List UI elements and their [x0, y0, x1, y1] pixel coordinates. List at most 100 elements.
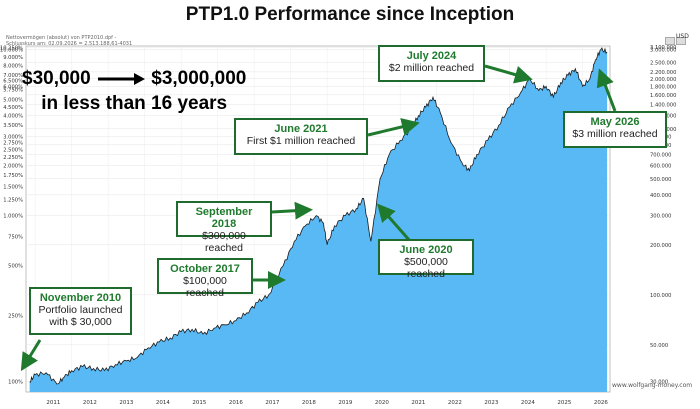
x-tick-label: 2020	[375, 400, 389, 406]
left-tick-label: 1.000%	[3, 214, 23, 220]
left-tick-label: 1.500%	[3, 184, 23, 190]
right-tick-label: 100.000	[650, 293, 671, 299]
left-tick-label: 3.000%	[3, 134, 23, 140]
callout-date: June 2020	[399, 244, 453, 256]
left-tick-label: 4.000%	[3, 114, 23, 120]
left-tick-label: 7.000%	[3, 73, 23, 79]
chart-header-line1: Nettovermögen (absolut) von PTP2010.dpf …	[6, 35, 117, 41]
callout-desc: $100,000 reached	[183, 275, 227, 299]
left-tick-label: 250%	[8, 314, 23, 320]
right-tick-label: 50.000	[650, 343, 668, 349]
headline-to: $3,000,000	[151, 68, 247, 89]
left-tick-label: 10.250%	[0, 46, 23, 52]
right-tick-label: 3.000.000	[650, 48, 676, 54]
right-tick-label: 2.000.000	[650, 77, 676, 83]
x-tick-label: 2025	[557, 400, 571, 406]
callout-desc: $300,000 reached	[202, 230, 246, 254]
callout-arrow	[367, 118, 420, 137]
callout-date: May 2026	[590, 116, 640, 128]
watermark: www.wolfgang-money.com	[612, 382, 692, 389]
callout-desc: Portfolio launched	[38, 304, 123, 316]
arrow-right-icon	[96, 68, 151, 89]
right-tick-label: 2.200.000	[650, 70, 676, 76]
chart-header-line2: Schlusskurs am: 02.09.2026 = 2.513.188,6…	[6, 41, 133, 47]
chart-area	[29, 47, 608, 392]
callout-desc: $3 million reached	[572, 128, 658, 140]
series-line	[29, 47, 608, 385]
callout-date: November 2010	[39, 292, 122, 304]
callout-arrow	[377, 203, 412, 242]
callout-november-2010: November 2010 Portfolio launched with $ …	[29, 287, 132, 335]
callout-may-2026: May 2026 $3 million reached	[563, 111, 667, 148]
right-tick-label: 1.800.000	[650, 84, 676, 90]
callout-arrow	[271, 201, 313, 220]
callout-desc: $2 million reached	[388, 62, 475, 74]
left-tick-label: 750%	[8, 234, 23, 240]
headline-subtitle: in less than 16 years	[41, 93, 228, 114]
left-tick-label: 2.750%	[3, 141, 23, 147]
left-tick-label: 5.750%	[3, 87, 23, 93]
left-tick-label: 4.500%	[3, 105, 23, 111]
right-tick-label: 400.000	[650, 193, 671, 199]
right-tick-label: 3.100.000	[650, 45, 676, 51]
x-tick-label: 2018	[302, 400, 316, 406]
x-tick-label: 2014	[156, 400, 170, 406]
left-tick-label: 6.000%	[3, 84, 23, 90]
left-tick-label: 500%	[8, 264, 23, 270]
left-tick-label: 6.500%	[3, 79, 23, 85]
left-tick-label: 10.000%	[0, 48, 23, 54]
x-tick-label: 2023	[484, 400, 498, 406]
right-axis-label: USD	[676, 33, 689, 40]
window-icon[interactable]	[676, 37, 686, 45]
callout-october-2017: October 2017 $100,000 reached	[157, 258, 253, 299]
right-tick-label: 2.500.000	[650, 61, 676, 67]
callout-arrow	[596, 68, 617, 112]
left-tick-label: 5.000%	[3, 98, 23, 104]
callout-desc: $500,000 reached	[404, 256, 448, 280]
right-tick-label: 1.600.000	[650, 93, 676, 99]
x-tick-label: 2021	[411, 400, 425, 406]
callout-june-2021: June 2021 First $1 million reached	[234, 118, 368, 155]
right-tick-label: 300.000	[650, 214, 671, 220]
callout-date: September 2018	[195, 206, 253, 230]
x-tick-label: 2026	[594, 400, 608, 406]
x-tick-label: 2017	[265, 400, 279, 406]
right-tick-label: 200.000	[650, 243, 671, 249]
left-tick-label: 2.000%	[3, 164, 23, 170]
left-tick-label: 1.750%	[3, 173, 23, 179]
x-tick-label: 2022	[448, 400, 462, 406]
right-tick-label: 1.400.000	[650, 102, 676, 108]
left-axis-ticks: 10.250%10.000%9.000% 8.000% 7.000%6.500%6.…	[0, 46, 23, 386]
callout-arrow	[484, 64, 533, 84]
left-tick-label: 100%	[8, 380, 23, 386]
left-tick-label: 1.250%	[3, 198, 23, 204]
window-icon[interactable]	[665, 37, 675, 45]
left-tick-label: 8.000%	[3, 64, 23, 70]
left-tick-label: 9.000%	[3, 55, 23, 61]
x-axis-ticks: 2011 2012 2013 2014 2015 2016 2017 2018 2019 2020…	[46, 400, 608, 406]
chart-title: PTP1.0 Performance since Inception	[185, 4, 515, 25]
right-tick-label: 30.000	[650, 380, 668, 386]
left-tick-label: 2.250%	[3, 155, 23, 161]
callout-desc: with $ 30,000	[49, 316, 112, 328]
right-tick-label: 500.000	[650, 177, 671, 183]
callout-date: June 2021	[274, 123, 328, 135]
callout-arrows	[20, 64, 617, 372]
x-tick-label: 2019	[338, 400, 352, 406]
right-tick-label: 700.000	[650, 152, 671, 158]
callout-desc: First $1 million reached	[246, 135, 356, 147]
headline-from: $30,000	[22, 68, 91, 89]
callout-september-2018: September 2018 $300,000 reached	[176, 201, 272, 254]
callout-arrow	[20, 339, 42, 372]
right-tick-label: 600.000	[650, 164, 671, 170]
callout-june-2020: June 2020 $500,000 reached	[378, 239, 474, 280]
x-tick-label: 2016	[229, 400, 243, 406]
x-tick-label: 2013	[119, 400, 133, 406]
x-tick-label: 2011	[46, 400, 60, 406]
left-tick-label: 2.500%	[3, 148, 23, 154]
callout-date: July 2024	[406, 50, 457, 62]
callout-date: October 2017	[170, 263, 240, 275]
x-tick-label: 2015	[192, 400, 206, 406]
left-tick-label: 3.500%	[3, 123, 23, 129]
